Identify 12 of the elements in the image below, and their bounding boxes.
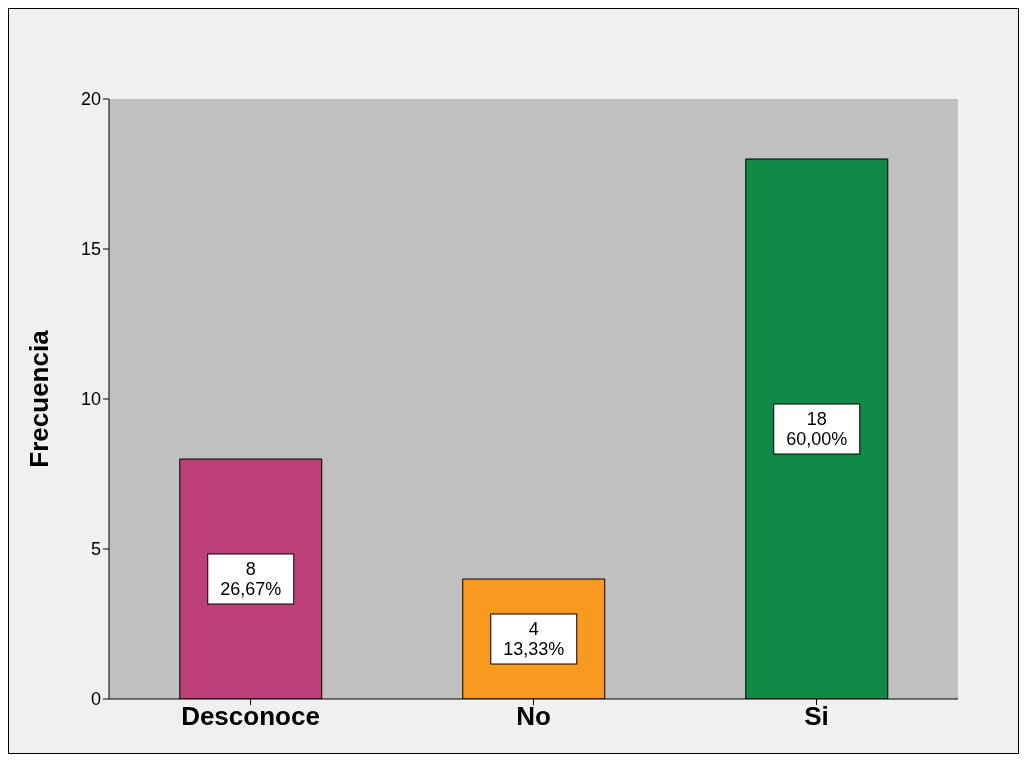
x-tick-label: Si — [804, 701, 829, 732]
x-tick-label: No — [516, 701, 551, 732]
data-label: 8 26,67% — [220, 559, 282, 599]
y-axis-title: Frecuencia — [24, 329, 55, 468]
data-label: 4 13,33% — [503, 619, 565, 659]
data-label: 18 60,00% — [786, 409, 848, 449]
y-tick-label: 15 — [80, 239, 101, 260]
y-tick-label: 10 — [80, 389, 101, 410]
y-tick-label: 20 — [80, 89, 101, 110]
y-tick-label: 5 — [90, 539, 101, 560]
y-tick-label: 0 — [90, 689, 101, 710]
x-tick-label: Desconoce — [181, 701, 320, 732]
